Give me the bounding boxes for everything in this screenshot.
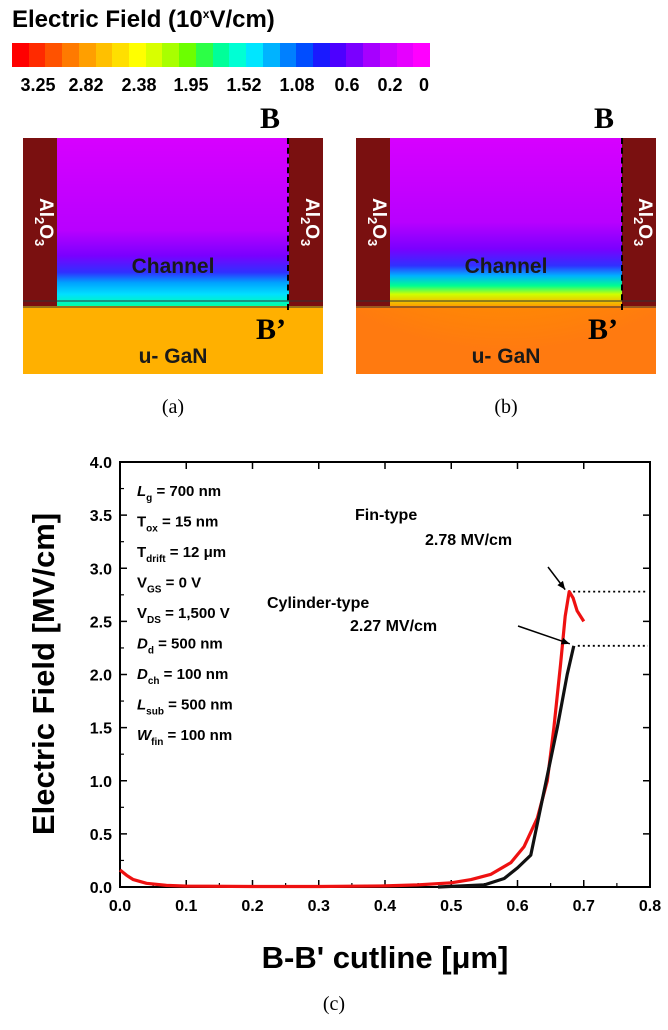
caption-c: (c) bbox=[322, 993, 346, 1015]
electric-field-line-chart: 0.0 0.1 0.2 0.3 0.4 0.5 0.6 0.7 0.8 0.0 0.5 1.0 1.5 2… bbox=[26, 455, 661, 975]
x-tick-label: 0.4 bbox=[374, 898, 396, 915]
colorbar-segment bbox=[212, 43, 230, 67]
channel-label: Channel bbox=[465, 255, 548, 278]
parameter-label: Dd = 500 nm bbox=[137, 636, 223, 657]
colorbar-segment bbox=[12, 43, 29, 67]
y-tick-label: 2.0 bbox=[90, 668, 112, 685]
colorbar-segment bbox=[246, 43, 263, 67]
parameter-label: Tdrift = 12 μm bbox=[137, 544, 226, 565]
colorbar-tick-label: 1.08 bbox=[279, 75, 315, 95]
colorbar-segment bbox=[279, 43, 297, 67]
annotation-label: Fin-type bbox=[355, 507, 417, 524]
colorbar-tick-label: 1.95 bbox=[173, 75, 209, 95]
colorbar-segment bbox=[145, 43, 163, 67]
parameter-label: Dch = 100 nm bbox=[137, 666, 228, 687]
y-tick-label: 4.0 bbox=[90, 455, 112, 472]
colorbar-segment bbox=[413, 43, 430, 67]
colorbar-segment bbox=[195, 43, 213, 67]
parameter-label: VGS = 0 V bbox=[137, 575, 201, 596]
cutline-b bbox=[621, 138, 623, 310]
substrate-label: u- GaN bbox=[472, 345, 541, 368]
annotation-value: 2.78 MV/cm bbox=[425, 532, 512, 549]
colorbar-tick-label: 0.6 bbox=[334, 75, 360, 95]
colorbar-segment bbox=[346, 43, 364, 67]
y-tick-label: 3.5 bbox=[90, 508, 112, 525]
y-axis-label: Electric Field [MV/cm] bbox=[26, 513, 61, 835]
cutline-label-b-prime: B’ bbox=[588, 313, 618, 346]
x-tick-label: 0.7 bbox=[573, 898, 595, 915]
series-line-cylinder-type bbox=[437, 645, 576, 889]
series-line-fin-type bbox=[118, 590, 586, 889]
colorbar-segment bbox=[262, 43, 280, 67]
colorbar-segment bbox=[28, 43, 46, 67]
cutline-a bbox=[287, 138, 289, 310]
x-tick-label: 0.3 bbox=[308, 898, 330, 915]
y-tick-label: 1.5 bbox=[90, 721, 112, 738]
y-tick-label: 0.0 bbox=[90, 880, 112, 897]
colorbar-segment bbox=[179, 43, 196, 67]
substrate-label: u- GaN bbox=[139, 345, 208, 368]
annotation-arrowhead bbox=[557, 580, 566, 590]
caption-a: (a) bbox=[161, 396, 185, 418]
oxide-label-left: Al2O3 bbox=[32, 198, 56, 246]
y-tick-label: 2.5 bbox=[90, 614, 112, 631]
oxide-label-right: Al2O3 bbox=[631, 198, 655, 246]
cutline-label-b-prime: B’ bbox=[256, 313, 286, 346]
contour-panel-a: Al2O3 Al2O3 Channel u- GaN bbox=[23, 138, 323, 374]
colorbar bbox=[12, 43, 430, 67]
colorbar-segment bbox=[296, 43, 313, 67]
parameter-label: VDS = 1,500 V bbox=[137, 605, 230, 626]
annotation-label: Cylinder-type bbox=[267, 595, 369, 612]
cutline-label-b: B bbox=[594, 102, 615, 135]
channel-label: Channel bbox=[132, 255, 215, 278]
colorbar-segment bbox=[45, 43, 63, 67]
y-tick-label: 1.0 bbox=[90, 774, 112, 791]
parameter-label: Lsub = 500 nm bbox=[137, 697, 233, 718]
colorbar-tick-label: 2.38 bbox=[121, 75, 157, 95]
annotation-value: 2.27 MV/cm bbox=[350, 618, 437, 635]
annotation-arrow bbox=[517, 625, 571, 645]
colorbar-tick-label: 2.82 bbox=[68, 75, 104, 95]
y-tick-label: 3.0 bbox=[90, 561, 112, 578]
colorbar-segment bbox=[62, 43, 79, 67]
x-axis-label: B-B' cutline [μm] bbox=[262, 940, 509, 975]
colorbar-segment bbox=[112, 43, 130, 67]
colorbar-segment bbox=[162, 43, 180, 67]
contour-panel-b: Al2O3 Al2O3 Channel u- GaN bbox=[356, 138, 656, 374]
parameter-label: Lg = 700 nm bbox=[137, 483, 221, 504]
x-tick-label: 0.6 bbox=[506, 898, 528, 915]
colorbar-segment bbox=[95, 43, 113, 67]
colorbar-segment bbox=[312, 43, 330, 67]
colorbar-tick-label: 3.25 bbox=[20, 75, 56, 95]
colorbar-segment bbox=[129, 43, 146, 67]
x-tick-label: 0.1 bbox=[175, 898, 197, 915]
colorbar-segment bbox=[78, 43, 96, 67]
oxide-label-left: Al2O3 bbox=[365, 198, 389, 246]
colorbar-segment bbox=[229, 43, 247, 67]
caption-b: (b) bbox=[494, 396, 518, 418]
oxide-label-right: Al2O3 bbox=[298, 198, 322, 246]
colorbar-segment bbox=[363, 43, 380, 67]
parameter-label: Tox = 15 nm bbox=[137, 514, 218, 535]
x-tick-label: 0.8 bbox=[639, 898, 661, 915]
colorbar-tick-label: 0.2 bbox=[377, 75, 403, 95]
colorbar-segment bbox=[379, 43, 397, 67]
x-tick-label: 0.5 bbox=[440, 898, 462, 915]
colorbar-title: Electric Field (10xV/cm) bbox=[12, 6, 275, 33]
colorbar-segment bbox=[396, 43, 414, 67]
x-tick-label: 0.2 bbox=[241, 898, 263, 915]
cutline-label-b: B bbox=[260, 102, 281, 135]
annotation-arrowhead bbox=[560, 637, 570, 645]
colorbar-tick-label: 0 bbox=[418, 75, 430, 95]
colorbar-tick-label: 1.52 bbox=[226, 75, 262, 95]
parameter-label: Wfin = 100 nm bbox=[137, 727, 232, 748]
x-tick-label: 0.0 bbox=[109, 898, 131, 915]
y-tick-label: 0.5 bbox=[90, 827, 112, 844]
colorbar-segment bbox=[329, 43, 347, 67]
